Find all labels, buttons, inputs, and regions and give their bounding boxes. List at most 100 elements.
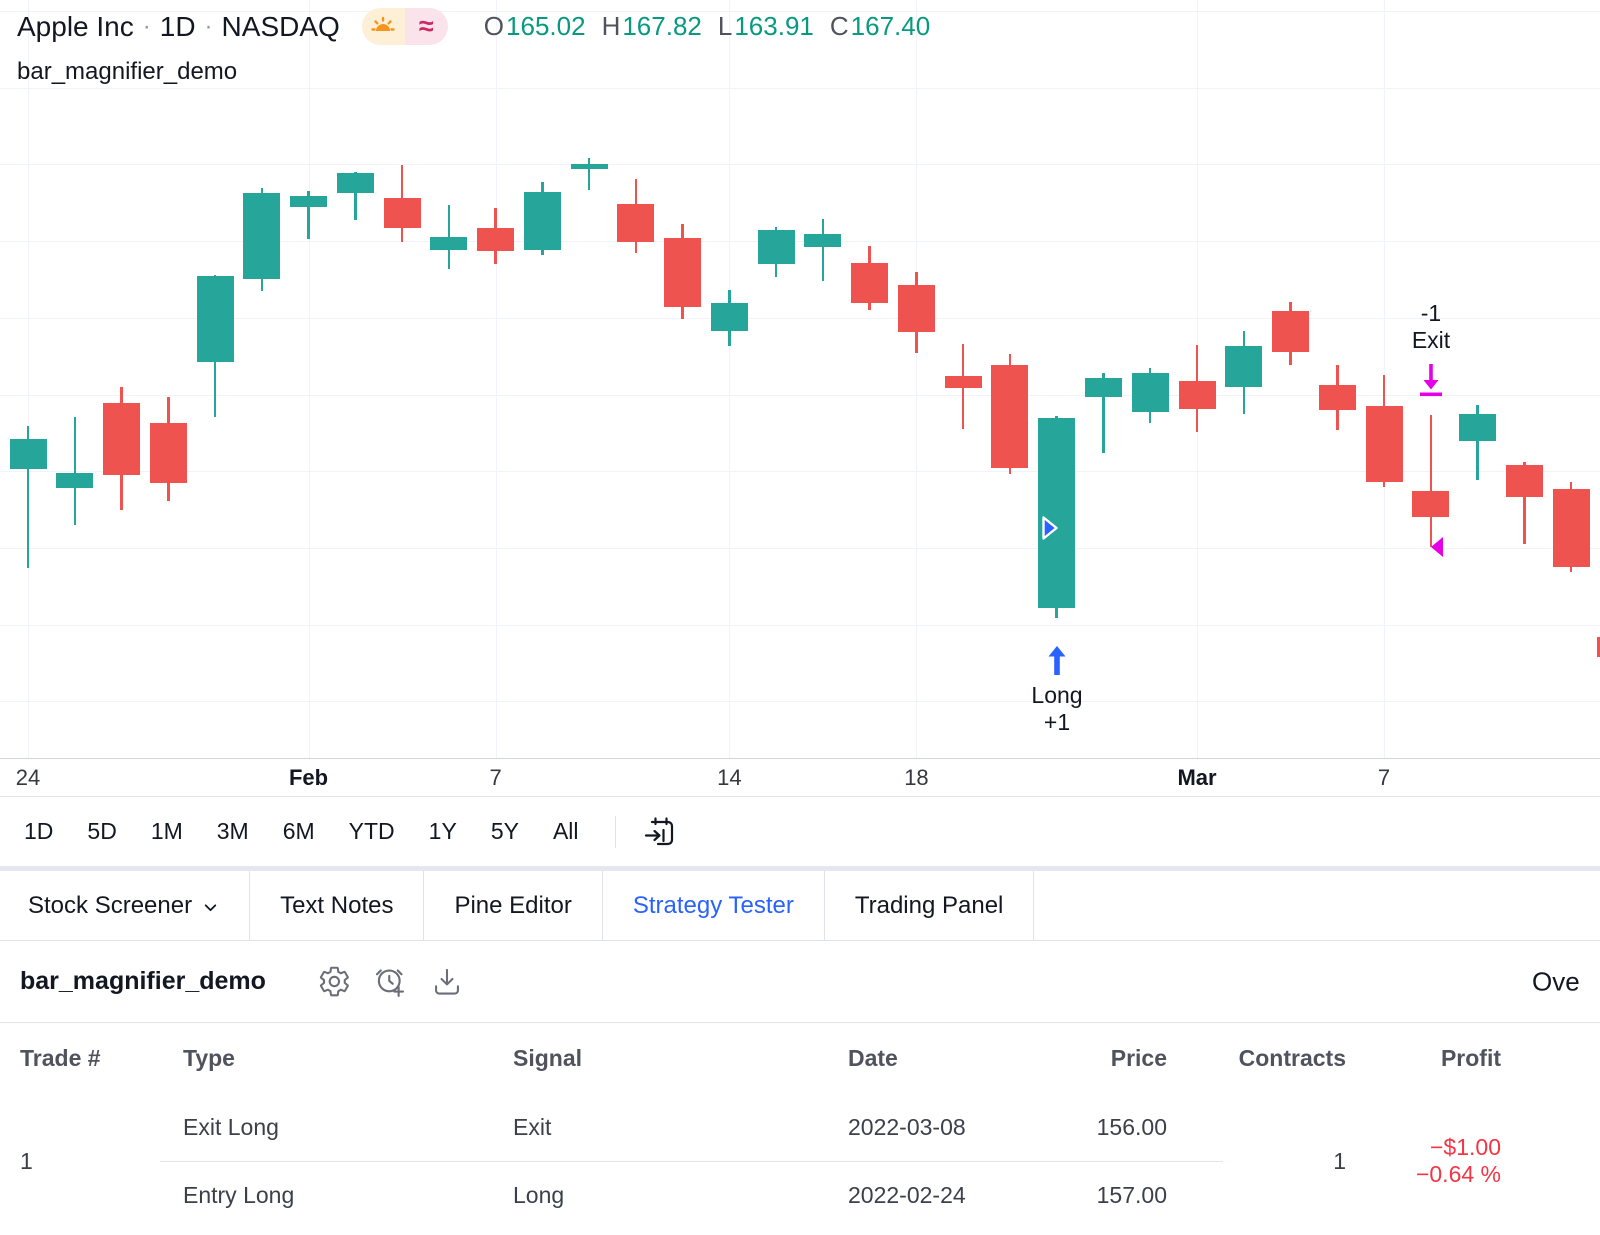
approximate-values-icon[interactable]: ≈ (404, 8, 448, 45)
candle-body (383, 198, 421, 228)
trade-number: 1 (20, 1147, 33, 1174)
exchange-label[interactable]: NASDAQ (221, 10, 340, 42)
candle-body (1318, 384, 1356, 410)
candle-wick (354, 171, 357, 220)
trade-type-entry: Entry Long (183, 1181, 295, 1208)
col-header-date: Date (848, 1044, 898, 1071)
tab-divider (823, 871, 825, 941)
range-toolbar: 1D 5D 1M 3M 6M YTD 1Y 5Y All (0, 796, 1600, 866)
gridline (729, 0, 731, 758)
table-body[interactable]: 1 Exit Long Exit 2022-03-08 156.00 Entry… (0, 1093, 1600, 1229)
gridline (0, 624, 1600, 626)
tab-divider (423, 871, 425, 941)
candle-wick (447, 205, 451, 270)
time-axis-label: Feb (288, 764, 329, 790)
gridline (0, 164, 1600, 166)
trade-signal-exit: Exit (513, 1113, 552, 1140)
ohlc-low-value: 163.91 (734, 11, 814, 41)
candle-wick (26, 425, 30, 568)
candle-body (1131, 373, 1169, 412)
ohlc-high-value: 167.82 (622, 11, 702, 41)
trade-price-exit: 156.00 (1096, 1113, 1167, 1140)
range-button-all[interactable]: All (552, 818, 579, 844)
symbol-name[interactable]: Apple Inc (17, 10, 134, 42)
gridline (0, 701, 1600, 703)
settings-icon[interactable] (318, 965, 351, 998)
candle-body (1272, 310, 1310, 353)
col-header-type: Type (183, 1044, 235, 1071)
candle-body (243, 192, 281, 279)
candle-body (804, 234, 842, 248)
gridline (0, 394, 1600, 396)
tab-text-notes[interactable]: Text Notes (250, 871, 423, 940)
exit-marker-label: Exit (1411, 327, 1451, 353)
entry-marker-qty: +1 (1043, 709, 1071, 735)
candle-body (1365, 406, 1403, 482)
candle-body (570, 164, 608, 169)
range-button-5d[interactable]: 5D (87, 818, 117, 844)
candle-body (290, 195, 328, 207)
entry-marker-label: Long (1031, 682, 1083, 708)
col-header-contracts: Contracts (1238, 1044, 1346, 1071)
gridline (0, 317, 1600, 319)
tab-stock-screener[interactable]: Stock Screener (0, 871, 249, 940)
ohlc-close-label: C (829, 11, 849, 41)
goto-date-button[interactable] (642, 814, 678, 850)
candle-body (991, 365, 1029, 468)
long-entry-arrow-icon (1048, 646, 1066, 675)
range-button-6m[interactable]: 6M (282, 818, 315, 844)
col-header-signal: Signal (513, 1044, 583, 1071)
chevron-down-icon (204, 904, 217, 912)
row-divider (160, 1161, 1223, 1162)
candle-body (336, 172, 374, 194)
time-axis-label: 7 (1377, 764, 1391, 790)
panel-resize-divider[interactable] (0, 866, 1600, 871)
candle-body (430, 237, 468, 251)
tab-label: Trading Panel (854, 891, 1004, 919)
gridline (28, 0, 29, 758)
range-button-ytd[interactable]: YTD (348, 818, 395, 844)
candle-body (1505, 465, 1543, 497)
range-button-3m[interactable]: 3M (216, 818, 249, 844)
table-header-row: Trade # Type Signal Date Price Contracts… (0, 1023, 1600, 1093)
range-button-5y[interactable]: 5Y (490, 818, 519, 844)
candle-body (1038, 417, 1076, 608)
candle-body (1412, 490, 1450, 517)
separator-dot: · (204, 12, 213, 40)
market-status-badges[interactable]: ≈ (361, 8, 448, 45)
candle-body (944, 375, 982, 389)
ohlc-open-label: O (483, 11, 505, 41)
range-button-1m[interactable]: 1M (150, 818, 183, 844)
tab-trading-panel[interactable]: Trading Panel (825, 871, 1034, 940)
interval-label[interactable]: 1D (159, 10, 196, 42)
candle-wick (587, 157, 591, 191)
tab-strategy-tester[interactable]: Strategy Tester (603, 871, 824, 940)
overview-link[interactable]: Ove (1532, 966, 1580, 996)
candle-body (617, 204, 655, 243)
col-header-price: Price (1110, 1044, 1167, 1071)
trades-table: Trade # Type Signal Date Price Contracts… (0, 1023, 1600, 1229)
strategy-title: bar_magnifier_demo (20, 967, 266, 995)
candle-body (196, 275, 234, 363)
candle-body (1084, 378, 1122, 398)
strategy-tester-header: bar_magnifier_demo Ov (0, 941, 1600, 1023)
gridline (495, 0, 497, 758)
exit-fill-marker-icon (1431, 537, 1443, 557)
chart-legend: Apple Inc · 1D · NASDAQ (17, 8, 946, 86)
export-icon[interactable] (430, 965, 464, 999)
candle-wick (1523, 461, 1526, 545)
market-status-sunset-icon[interactable] (361, 8, 405, 45)
time-axis-label: 18 (904, 764, 929, 790)
range-button-1d[interactable]: 1D (24, 818, 54, 844)
add-alert-icon[interactable] (373, 964, 408, 999)
trade-price-entry: 157.00 (1096, 1181, 1167, 1208)
price-chart[interactable]: Long +1 -1 Exit Apple Inc · 1D · NASDAQ (0, 0, 1600, 758)
time-axis[interactable]: 24 Feb 7 14 18 Mar 7 (0, 758, 1600, 796)
range-button-1y[interactable]: 1Y (428, 818, 457, 844)
candle-body (149, 423, 187, 484)
ohlc-low-label: L (717, 11, 733, 41)
tab-pine-editor[interactable]: Pine Editor (424, 871, 601, 940)
indicator-name[interactable]: bar_magnifier_demo (17, 58, 238, 85)
profit-pct: −0.64 % (1415, 1161, 1501, 1187)
trade-date-exit: 2022-03-08 (848, 1113, 966, 1140)
